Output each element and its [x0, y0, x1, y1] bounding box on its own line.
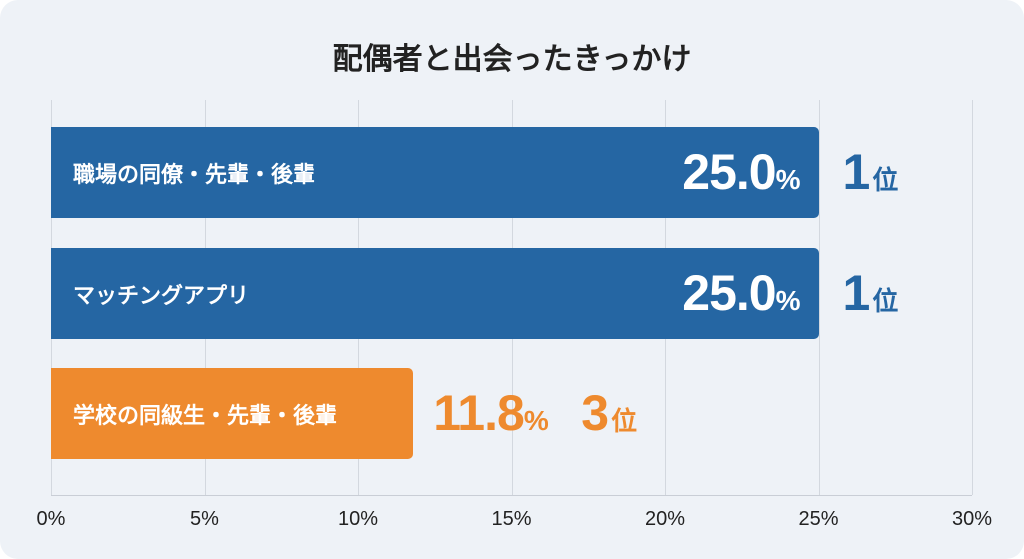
x-axis-line [51, 495, 972, 496]
value-unit: % [775, 285, 801, 316]
bar: マッチングアプリ [51, 248, 819, 339]
rank-number: 1 [842, 144, 871, 200]
value-unit: % [523, 405, 549, 436]
gridline [819, 100, 820, 495]
x-tick-label: 25% [798, 508, 839, 530]
x-tick-label: 15% [491, 508, 532, 530]
value-label: 11.8% [433, 384, 548, 442]
x-tick-label: 0% [36, 508, 66, 530]
bar-category-label: マッチングアプリ [73, 283, 250, 309]
value-number: 25.0 [682, 144, 776, 200]
x-tick-label: 30% [951, 508, 993, 530]
rank-number: 1 [842, 265, 871, 321]
value-unit: % [775, 164, 801, 195]
value-label: 25.0% [682, 143, 800, 201]
rank-number: 3 [581, 385, 610, 441]
x-tick-label: 20% [644, 508, 686, 530]
bar: 職場の同僚・先輩・後輩 [51, 127, 819, 218]
gridline [972, 100, 973, 495]
bar: 学校の同級生・先輩・後輩 [51, 368, 414, 459]
value-number: 25.0 [682, 265, 776, 321]
chart-title: 配偶者と出会ったきっかけ [332, 42, 692, 77]
x-tick-label: 5% [190, 508, 219, 530]
bar-category-label: 職場の同僚・先輩・後輩 [73, 162, 316, 188]
rank-suffix: 位 [872, 287, 899, 317]
value-number: 11.8 [433, 385, 525, 441]
rank-suffix: 位 [611, 407, 638, 437]
bar-category-label: 学校の同級生・先輩・後輩 [73, 403, 338, 429]
x-tick-label: 10% [337, 508, 379, 530]
value-label: 25.0% [682, 264, 800, 322]
rank-suffix: 位 [872, 166, 899, 196]
